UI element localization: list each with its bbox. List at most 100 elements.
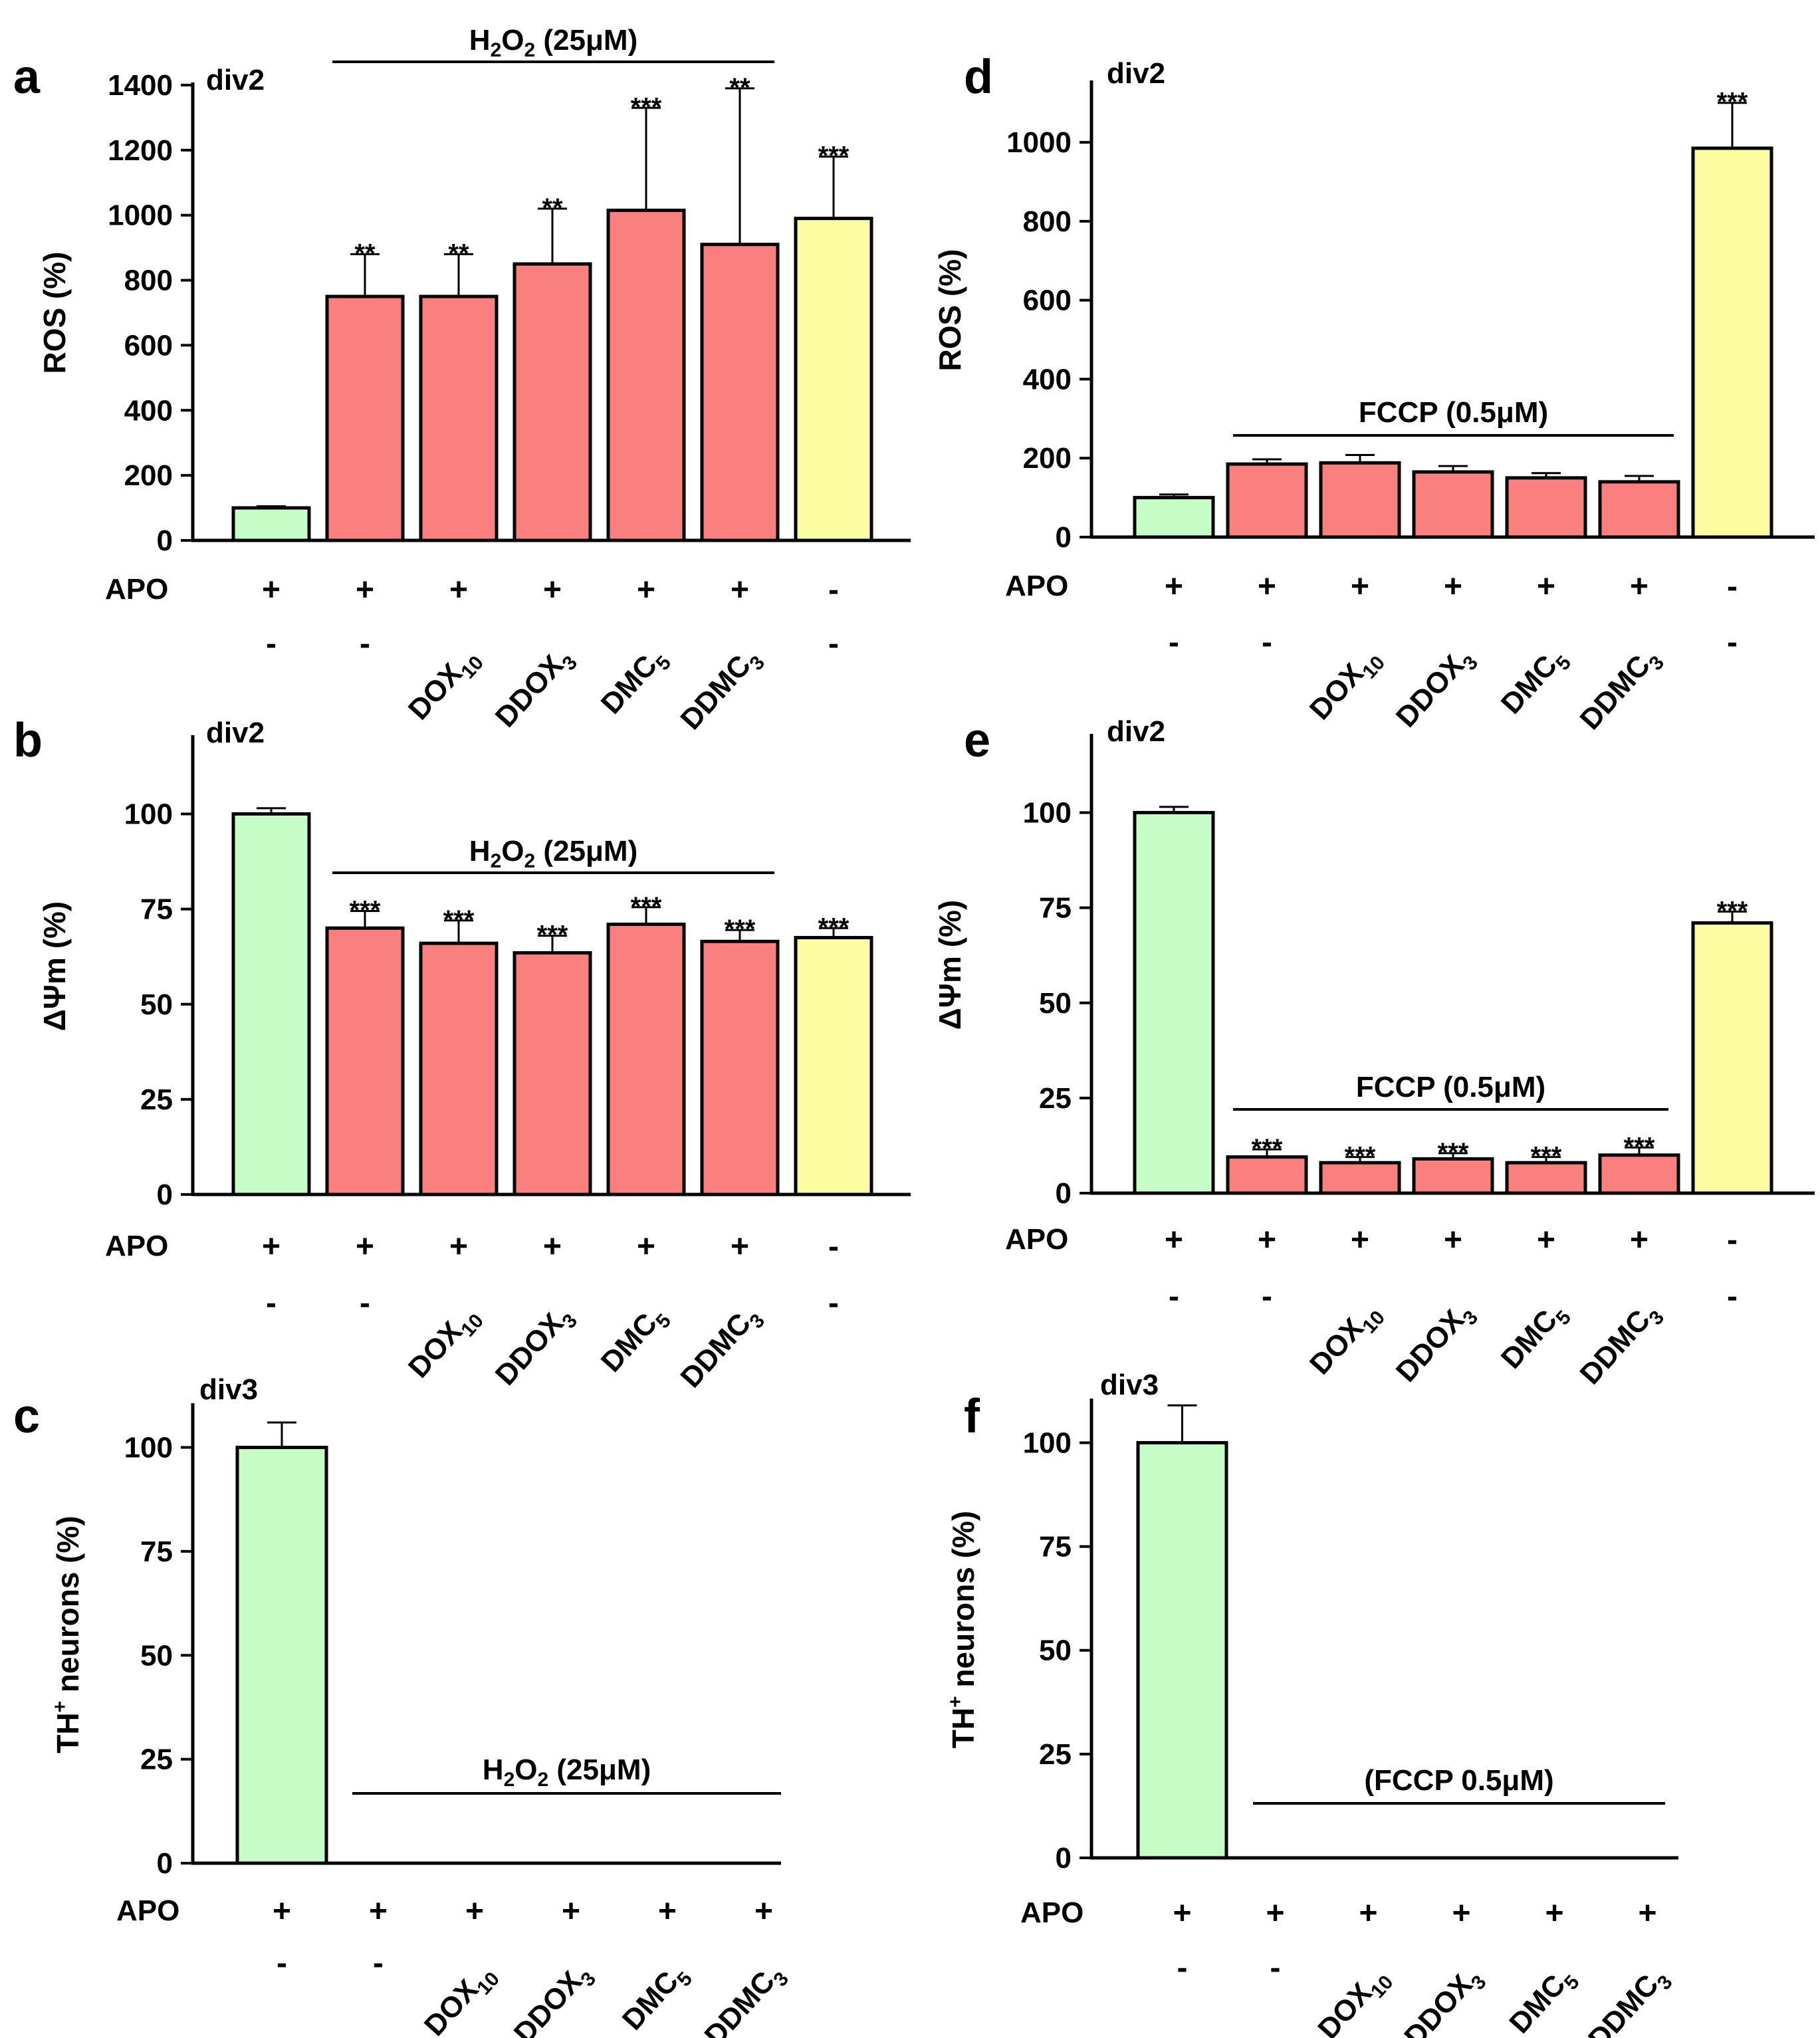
bar: [419, 294, 499, 542]
bar: [1133, 811, 1215, 1195]
apo-sign: +: [356, 572, 374, 608]
timepoint-label: div3: [199, 1373, 258, 1406]
treatment-label: DOX10: [1304, 641, 1389, 730]
y-tick-label: 25: [1039, 1082, 1072, 1115]
treatment-label: DDOX3: [1398, 1960, 1490, 2038]
y-axis-label: TH+ neurons (%): [945, 1511, 980, 1748]
significance-label: ***: [1717, 896, 1748, 925]
panel-letter: e: [964, 714, 990, 767]
apo-sign: +: [449, 1229, 468, 1264]
bar: [1412, 470, 1494, 539]
y-tick-label: 25: [140, 1744, 173, 1776]
treatment-label: DDOX3: [1390, 1296, 1482, 1393]
apo-row-label: APO: [1005, 570, 1068, 602]
treatment-sign: -: [266, 626, 277, 661]
y-tick-label: 1200: [108, 134, 173, 167]
apo-sign: +: [731, 1229, 749, 1264]
significance-label: ***: [1624, 1132, 1655, 1161]
significance-label: ***: [631, 92, 662, 122]
panel-letter: a: [13, 51, 41, 104]
y-tick-label: 100: [124, 798, 173, 831]
treatment-label: DDMC3: [1574, 1296, 1669, 1395]
panel-letter: b: [13, 714, 43, 767]
bar: [231, 506, 311, 542]
group-label: H2O2 (25μM): [469, 24, 637, 61]
y-tick-label: 1400: [108, 69, 173, 102]
y-tick-label: 50: [140, 1639, 173, 1672]
significance-label: ***: [1252, 1134, 1283, 1163]
treatment-sign: -: [373, 1946, 384, 1981]
bar: [1226, 462, 1308, 539]
bar: [1136, 1440, 1228, 1860]
treatment-sign: -: [1169, 1279, 1179, 1314]
apo-sign: +: [1444, 569, 1462, 604]
apo-sign: +: [543, 1229, 562, 1264]
treatment-label: DDMC3: [675, 1299, 770, 1398]
apo-sign: +: [637, 572, 655, 608]
group-label: (FCCP 0.5μM): [1364, 1764, 1553, 1797]
group-label: H2O2 (25μM): [483, 1754, 651, 1791]
y-tick-label: 50: [1039, 987, 1072, 1020]
significance-label: ***: [1438, 1138, 1469, 1167]
apo-sign: +: [543, 572, 562, 608]
treatment-label: DDMC3: [699, 1957, 794, 2038]
chart-panel-e: e div2 ΔΨm (%) *** *** *** *** *** *** 0 25 50 75 100…: [933, 714, 1815, 1395]
treatment-sign: -: [266, 1286, 277, 1321]
treatment-label: DMC5: [595, 1299, 675, 1383]
bar: [1505, 476, 1587, 539]
significance-label: **: [448, 239, 469, 268]
y-tick-label: 400: [124, 394, 173, 427]
treatment-label: DOX10: [402, 641, 488, 730]
apo-sign: +: [1165, 1222, 1183, 1258]
reference-sign: -: [1727, 625, 1738, 660]
y-axis-label: ΔΨm (%): [933, 900, 967, 1030]
timepoint-label: div2: [206, 64, 265, 96]
bar: [512, 262, 592, 542]
apo-sign: +: [262, 1229, 281, 1264]
bar: [700, 939, 780, 1196]
treatment-label: DOX10: [402, 1299, 488, 1388]
apo-sign: +: [1537, 1222, 1555, 1258]
apo-row-label: APO: [1020, 1896, 1083, 1929]
y-tick-label: 100: [124, 1432, 173, 1464]
apo-sign: +: [1258, 569, 1276, 604]
significance-label: **: [729, 73, 750, 102]
significance-label: ***: [631, 892, 662, 921]
treatment-label: DMC5: [1503, 1960, 1583, 2038]
apo-row-label: APO: [105, 573, 168, 606]
bar: [1598, 1153, 1680, 1195]
timepoint-label: div2: [1107, 57, 1165, 90]
y-tick-label: 0: [157, 1847, 173, 1880]
y-tick-label: 200: [1023, 442, 1072, 475]
y-tick-label: 75: [1039, 892, 1072, 925]
treatment-label: DDMC3: [1582, 1960, 1677, 2038]
y-tick-label: 0: [1056, 1842, 1072, 1874]
apo-sign: +: [1630, 569, 1649, 604]
treatment-label: DDOX3: [489, 641, 582, 738]
apo-sign: -: [1727, 1222, 1738, 1258]
y-axis-label: ROS (%): [37, 252, 72, 374]
group-label: FCCP (0.5μM): [1356, 1071, 1545, 1103]
significance-label: ***: [537, 921, 568, 950]
treatment-sign: -: [1270, 1950, 1281, 1985]
reference-sign: -: [828, 1286, 839, 1321]
y-tick-label: 75: [140, 1535, 173, 1568]
bar: [1691, 146, 1773, 539]
y-tick-label: 400: [1023, 363, 1072, 396]
treatment-label: DMC5: [1495, 1296, 1575, 1379]
y-axis-label: ΔΨm (%): [37, 901, 72, 1032]
y-tick-label: 25: [140, 1083, 173, 1116]
apo-sign: +: [465, 1894, 484, 1929]
timepoint-label: div2: [206, 717, 265, 749]
treatment-label: DOX10: [1311, 1960, 1397, 2038]
apo-row-label: APO: [1005, 1223, 1068, 1256]
treatment-label: DDOX3: [489, 1299, 582, 1396]
y-tick-label: 600: [1023, 284, 1072, 317]
treatment-label: DDMC3: [1574, 641, 1669, 740]
y-tick-label: 600: [124, 329, 173, 362]
bar: [700, 243, 780, 542]
bar: [794, 936, 873, 1196]
apo-sign: +: [1452, 1896, 1470, 1931]
y-tick-label: 0: [1056, 521, 1072, 554]
